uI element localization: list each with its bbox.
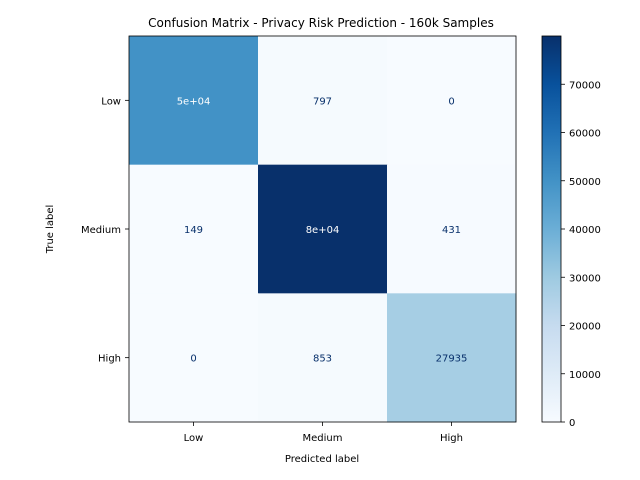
x-tick-label: Low (184, 433, 204, 444)
cell-value-label: 797 (313, 96, 332, 107)
cell-value-label: 0 (448, 96, 454, 107)
heatmap-cell (129, 293, 259, 423)
heatmap-cells (129, 36, 517, 423)
heatmap-cell (387, 36, 517, 166)
colorbar-tick-label: 20000 (569, 322, 601, 333)
colorbar-tick-label: 40000 (569, 225, 601, 236)
cell-value-label: 431 (442, 225, 461, 236)
heatmap-cell (258, 164, 388, 294)
colorbar-tick-label: 10000 (569, 370, 601, 381)
heatmap-cell (129, 36, 259, 166)
heatmap-cell (258, 293, 388, 423)
colorbar-ticks: 0 10000 20000 30000 40000 50000 60000 70000 (561, 80, 601, 429)
heatmap-cell (387, 164, 517, 294)
cell-value-label: 853 (313, 354, 332, 365)
cell-value-label: 5e+04 (177, 96, 211, 107)
cell-value-label: 0 (190, 354, 196, 365)
colorbar-tick-label: 60000 (569, 129, 601, 140)
colorbar-tick-label: 0 (569, 418, 575, 429)
x-tick-label: Medium (303, 433, 343, 444)
y-axis-ticks: Low Medium High (81, 96, 129, 365)
heatmap-cell-labels: 5e+04 797 0 149 8e+04 431 0 853 27935 (177, 96, 468, 364)
y-tick-label: Low (101, 96, 121, 107)
colorbar-tick-label: 30000 (569, 273, 601, 284)
cell-value-label: 8e+04 (306, 225, 340, 236)
heatmap-cell (129, 164, 259, 294)
x-axis-ticks: Low Medium High (184, 422, 463, 444)
cell-value-label: 149 (184, 225, 203, 236)
y-axis-label: True label (45, 205, 56, 255)
y-tick-label: Medium (81, 225, 121, 236)
x-tick-label: High (440, 433, 463, 444)
y-tick-label: High (98, 354, 121, 365)
colorbar-tick-label: 50000 (569, 177, 601, 188)
cell-value-label: 27935 (436, 354, 468, 365)
heatmap-cell (258, 36, 388, 166)
x-axis-label: Predicted label (285, 454, 359, 465)
colorbar-tick-label: 70000 (569, 80, 601, 91)
colorbar (541, 35, 562, 423)
heatmap-cell (387, 293, 517, 423)
chart-title: Confusion Matrix - Privacy Risk Predicti… (148, 16, 494, 30)
